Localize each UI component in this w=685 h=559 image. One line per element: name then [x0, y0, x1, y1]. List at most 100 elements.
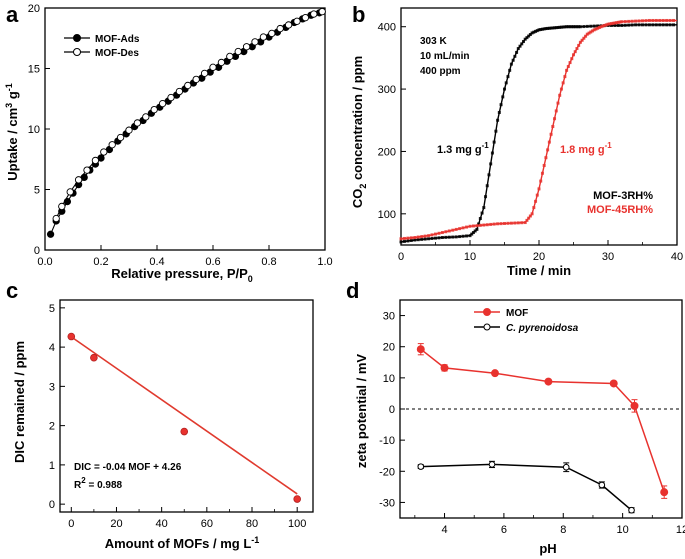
data-point-45rh	[577, 43, 581, 47]
data-point-45rh	[553, 117, 557, 121]
data-point-45rh	[546, 148, 550, 152]
data-point-3rh	[503, 87, 506, 91]
data-point-45rh	[559, 87, 563, 91]
data-point-3rh	[458, 235, 462, 239]
data-point-45rh	[597, 25, 601, 29]
data-point-3rh	[487, 173, 491, 177]
data-point-45rh	[608, 22, 612, 26]
data-point-45rh	[580, 38, 584, 42]
data-point-45rh	[627, 19, 631, 23]
data-point-45rh	[592, 28, 596, 32]
data-point-45rh	[570, 57, 574, 61]
panel-d-y-axis-title: zeta potential / mV	[354, 354, 369, 468]
data-point-des	[175, 87, 184, 96]
panel-d-x-axis-title: pH	[539, 541, 556, 556]
data-point-3rh	[570, 25, 574, 29]
data-point-3rh	[465, 234, 469, 238]
data-point-3rh	[647, 23, 651, 27]
data-point-3rh	[620, 23, 624, 27]
data-point-3rh	[437, 236, 441, 240]
data-point-3rh	[556, 25, 560, 29]
panel-a-plot-area: 0.0 0.2 0.4 0.6 0.8 1.0 0 5 10 15 20	[28, 3, 333, 268]
panel-c-y-tick-label: 4	[49, 342, 55, 354]
data-point-mof	[609, 379, 618, 388]
data-point-45rh	[623, 20, 627, 24]
data-point-3rh	[546, 26, 550, 30]
panel-d-y-tick-label: 30	[383, 311, 395, 323]
panel-d-plot-area: 4 6 8 10 12 -30 -20 -10 0 10 20 30	[379, 299, 685, 536]
data-point-3rh	[630, 23, 634, 27]
data-point-45rh	[618, 20, 622, 24]
panel-a-x-axis-title: Relative pressure, P/P0	[111, 266, 253, 284]
data-point-45rh	[609, 22, 613, 26]
data-point-des	[301, 14, 310, 22]
data-point-45rh	[641, 19, 644, 23]
series-line-ads	[50, 12, 320, 235]
data-point-45rh	[630, 19, 634, 23]
condition-concentration: 400 ppm	[420, 66, 461, 77]
data-point-des	[284, 21, 293, 29]
data-point-3rh	[616, 23, 620, 27]
data-point-3rh	[461, 234, 465, 238]
data-point-3rh	[478, 216, 482, 220]
data-point-3rh	[494, 129, 498, 133]
panel-d-legend: MOF C. pyrenoidosa	[474, 308, 579, 334]
data-point-3rh	[566, 25, 570, 29]
panel-b-y-tick-label: 400	[378, 22, 396, 34]
data-point-45rh	[547, 140, 551, 144]
panel-c-y-axis-title: DIC remained / ppm	[12, 341, 27, 463]
data-point-3rh	[609, 23, 613, 27]
panel-b-plot-area: 0 10 20 30 40 100 200 300 400	[378, 7, 683, 263]
data-point-3rh	[585, 24, 589, 28]
data-point-des	[192, 75, 200, 84]
data-point-45rh	[594, 27, 598, 31]
data-point-3rh	[440, 236, 444, 240]
legend-marker-c-pyrenoidosa	[483, 323, 491, 331]
data-point-3rh	[471, 231, 475, 235]
data-point-45rh	[644, 19, 648, 23]
data-point-3rh	[623, 23, 627, 27]
data-point-45rh	[402, 236, 406, 240]
data-point-45rh	[539, 179, 543, 183]
data-point-45rh	[416, 235, 420, 239]
data-point-45rh	[634, 19, 638, 23]
data-point-45rh	[523, 221, 527, 225]
panel-a-x-tick-label: 0.0	[37, 256, 52, 268]
data-point-45rh	[534, 199, 538, 203]
panel-d-y-tick-label: 0	[389, 404, 395, 416]
data-point-3rh	[577, 25, 581, 29]
data-point-45rh	[544, 156, 548, 160]
data-point-45rh	[599, 25, 603, 29]
panel-a-x-tick-label: 0.8	[261, 256, 276, 268]
data-point	[293, 495, 301, 503]
data-point-des	[251, 38, 259, 46]
data-point-45rh	[615, 21, 619, 25]
data-point-3rh	[406, 239, 410, 243]
data-point-3rh	[508, 68, 512, 72]
data-point-3rh	[534, 29, 538, 33]
data-point-3rh	[413, 238, 417, 242]
data-point-45rh	[475, 224, 479, 228]
data-point-3rh	[627, 23, 631, 27]
legend-marker-mof-ads	[73, 34, 81, 42]
panel-a-plot-frame	[44, 7, 326, 251]
data-point-des	[226, 52, 234, 61]
data-point-45rh	[496, 222, 500, 226]
panel-d-chart: 4 6 8 10 12 -30 -20 -10 0 10 20 30 MOF C. pyrenoido…	[354, 299, 685, 556]
panel-c-x-tick-label: 100	[288, 518, 306, 530]
data-point-3rh	[553, 26, 557, 30]
data-point-3rh	[565, 25, 569, 29]
data-point-3rh	[475, 227, 479, 231]
data-point-45rh	[611, 21, 615, 25]
data-point-des	[133, 119, 142, 127]
data-point-des	[66, 188, 74, 196]
panel-d-y-tick-label: 10	[383, 373, 395, 385]
data-point-3rh	[509, 62, 513, 66]
data-point-3rh	[551, 26, 555, 30]
panel-letter-d: d	[346, 278, 359, 303]
data-point-45rh	[565, 68, 569, 72]
data-point-3rh	[559, 25, 563, 29]
data-point-des	[209, 63, 217, 71]
data-point-45rh	[413, 236, 417, 240]
data-point-mof	[490, 369, 499, 378]
